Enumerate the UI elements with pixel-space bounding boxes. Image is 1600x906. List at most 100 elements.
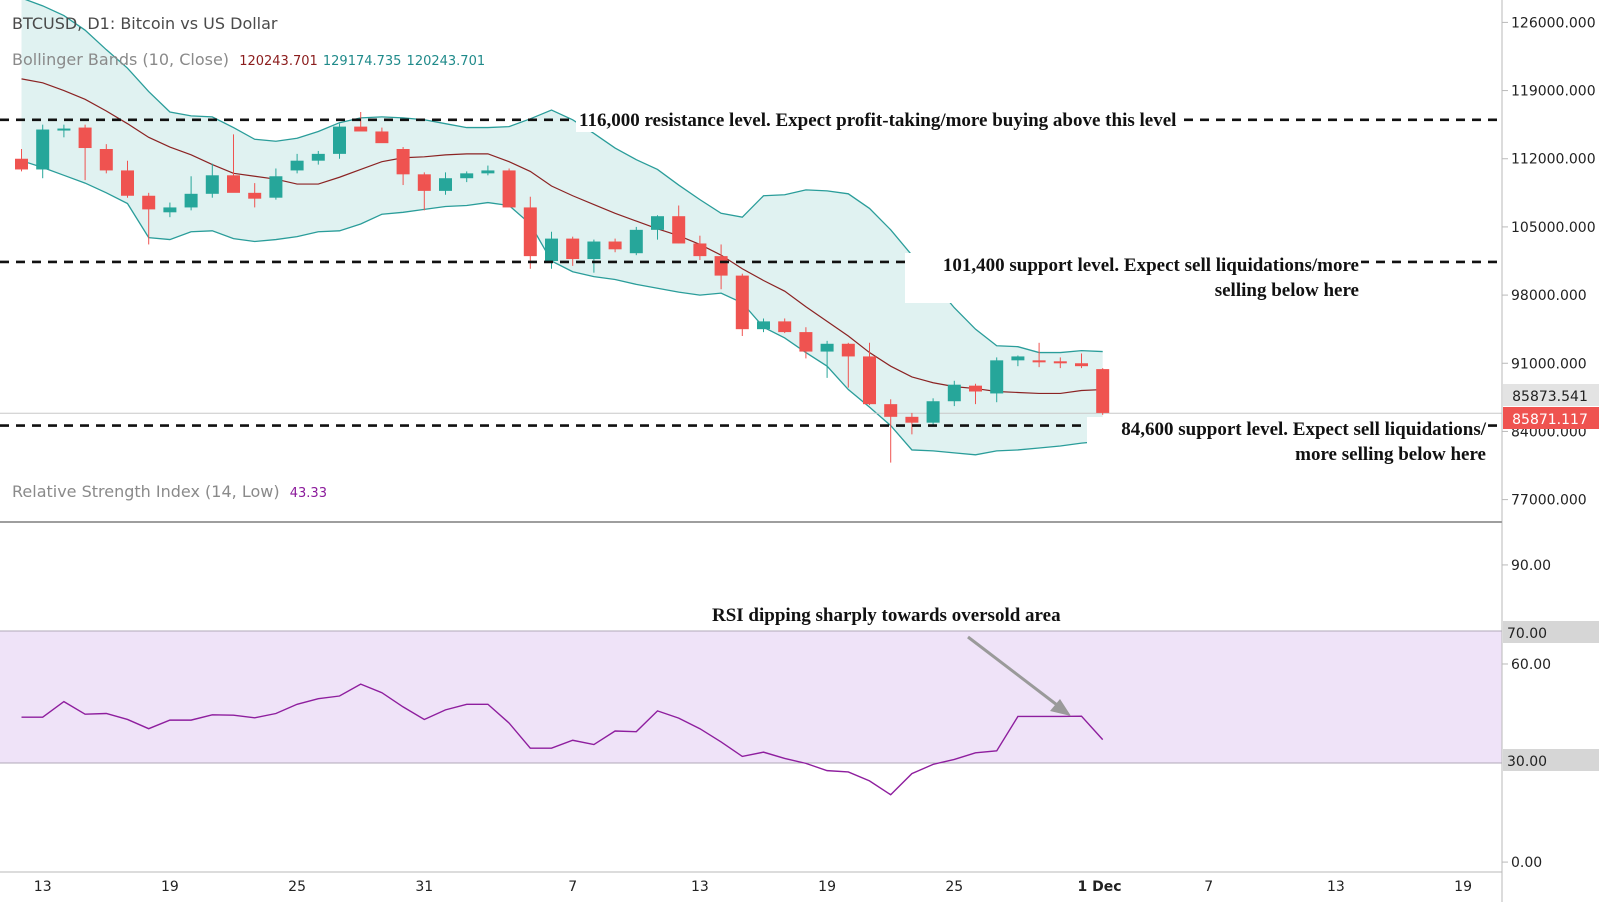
- rsi-band-layer: [0, 630, 1502, 764]
- candle-body: [354, 126, 368, 132]
- candle: [990, 357, 1004, 403]
- candle-body: [863, 356, 876, 405]
- candle-body: [227, 175, 240, 193]
- candle: [841, 342, 855, 388]
- candle-body: [481, 170, 495, 174]
- candle-body: [608, 241, 622, 250]
- candle: [1011, 355, 1025, 367]
- candle: [269, 168, 283, 200]
- rsi-legend[interactable]: Relative Strength Index (14, Low) 43.33: [12, 482, 327, 501]
- candle: [184, 176, 198, 211]
- candle-body: [629, 229, 643, 254]
- price-tick-label: 77000.000: [1511, 493, 1587, 509]
- candle: [439, 172, 452, 195]
- annotation-support-101400: 101,400 support level. Expect sell liqui…: [905, 253, 1361, 303]
- candle-body: [1053, 361, 1067, 364]
- chart-title: BTCUSD, D1: Bitcoin vs US Dollar: [12, 14, 278, 33]
- rsi-30-label-bg: [1503, 749, 1599, 771]
- candle-body: [1032, 360, 1046, 363]
- candle-body: [841, 343, 855, 357]
- date-tick-label: 1 Dec: [1077, 879, 1121, 895]
- candle: [693, 235, 707, 261]
- annotation-support-84600: 84,600 support level. Expect sell liquid…: [1087, 417, 1488, 467]
- date-tick-label: 13: [34, 879, 52, 895]
- candle-body: [672, 216, 686, 244]
- price-tick-label: 112000.000: [1511, 152, 1596, 168]
- candle-body: [651, 216, 664, 230]
- candle: [163, 202, 177, 218]
- bollinger-middle-line: [21, 78, 1103, 395]
- candle: [969, 383, 982, 405]
- candle-body: [417, 174, 431, 191]
- candle: [99, 144, 113, 174]
- rsi-arrow-shaft: [967, 635, 1062, 710]
- rsi-line: [21, 683, 1104, 796]
- candle-body: [947, 384, 961, 402]
- bollinger-middle-value: 120243.701: [239, 54, 318, 69]
- rsi-tick-label: 90.00: [1511, 558, 1551, 574]
- candle-body: [799, 332, 813, 352]
- chart-title-text: BTCUSD, D1: Bitcoin vs US Dollar: [12, 14, 278, 33]
- date-tick-label: 13: [1327, 879, 1345, 895]
- candle-body: [205, 175, 219, 194]
- candle: [884, 399, 898, 463]
- candle-body: [269, 176, 283, 198]
- candle-body: [566, 238, 580, 260]
- last-price-bg-upper: [1503, 384, 1599, 406]
- date-tick-label: 25: [288, 879, 306, 895]
- candle: [523, 196, 537, 269]
- bollinger-fill: [21, 0, 1103, 455]
- candle: [78, 124, 92, 181]
- candle: [820, 340, 834, 378]
- candle: [205, 163, 219, 198]
- rsi-tick-label: 60.00: [1511, 657, 1551, 673]
- annotation-support-84600-line2: more selling below here: [1295, 444, 1486, 465]
- candle-body: [905, 416, 919, 423]
- candle: [36, 124, 50, 179]
- candle-body: [735, 275, 749, 330]
- candle-body: [290, 160, 304, 171]
- candle: [566, 236, 580, 266]
- candle-body: [142, 195, 156, 210]
- rsi-30-label: 30.00: [1507, 754, 1547, 770]
- candle: [57, 124, 71, 138]
- rsi-label: Relative Strength Index: [12, 482, 200, 501]
- candle: [121, 160, 134, 198]
- candle: [481, 165, 495, 176]
- rsi-line-layer: [21, 683, 1104, 796]
- candle: [248, 183, 262, 208]
- candle-body: [693, 243, 707, 257]
- candle: [1032, 342, 1046, 368]
- candle-body: [121, 170, 134, 196]
- candle-body: [523, 207, 537, 257]
- candle: [587, 239, 601, 273]
- candle-body: [545, 238, 558, 261]
- date-tick-label: 7: [568, 879, 577, 895]
- candle-body: [820, 343, 834, 352]
- candle: [629, 226, 643, 256]
- last-price-bg-lower: [1503, 407, 1599, 429]
- date-tick-label: 7: [1204, 879, 1213, 895]
- annotation-rsi: RSI dipping sharply towards oversold are…: [712, 605, 1061, 627]
- candle-body: [99, 149, 113, 171]
- annotation-resistance: 116,000 resistance level. Expect profit-…: [576, 110, 1180, 132]
- candle: [651, 215, 664, 240]
- last-price-upper: 85873.541: [1512, 389, 1588, 405]
- rsi-70-label: 70.00: [1507, 626, 1547, 642]
- candle-body: [439, 178, 452, 191]
- candle: [417, 172, 431, 211]
- bollinger-legend[interactable]: Bollinger Bands (10, Close) 120243.701 1…: [12, 50, 485, 69]
- date-tick-label: 31: [415, 879, 433, 895]
- candle: [735, 273, 749, 336]
- price-tick-label: 98000.000: [1511, 288, 1587, 304]
- candle-body: [333, 126, 346, 154]
- candle: [778, 318, 792, 334]
- candle-body: [757, 321, 770, 330]
- rsi-band-fill: [0, 630, 1502, 764]
- candle-body: [248, 192, 262, 199]
- price-tick-label: 126000.000: [1511, 15, 1596, 31]
- annotation-support-84600-line1: 84,600 support level. Expect sell liquid…: [1121, 419, 1486, 440]
- candle: [1075, 353, 1088, 369]
- candle: [608, 238, 622, 253]
